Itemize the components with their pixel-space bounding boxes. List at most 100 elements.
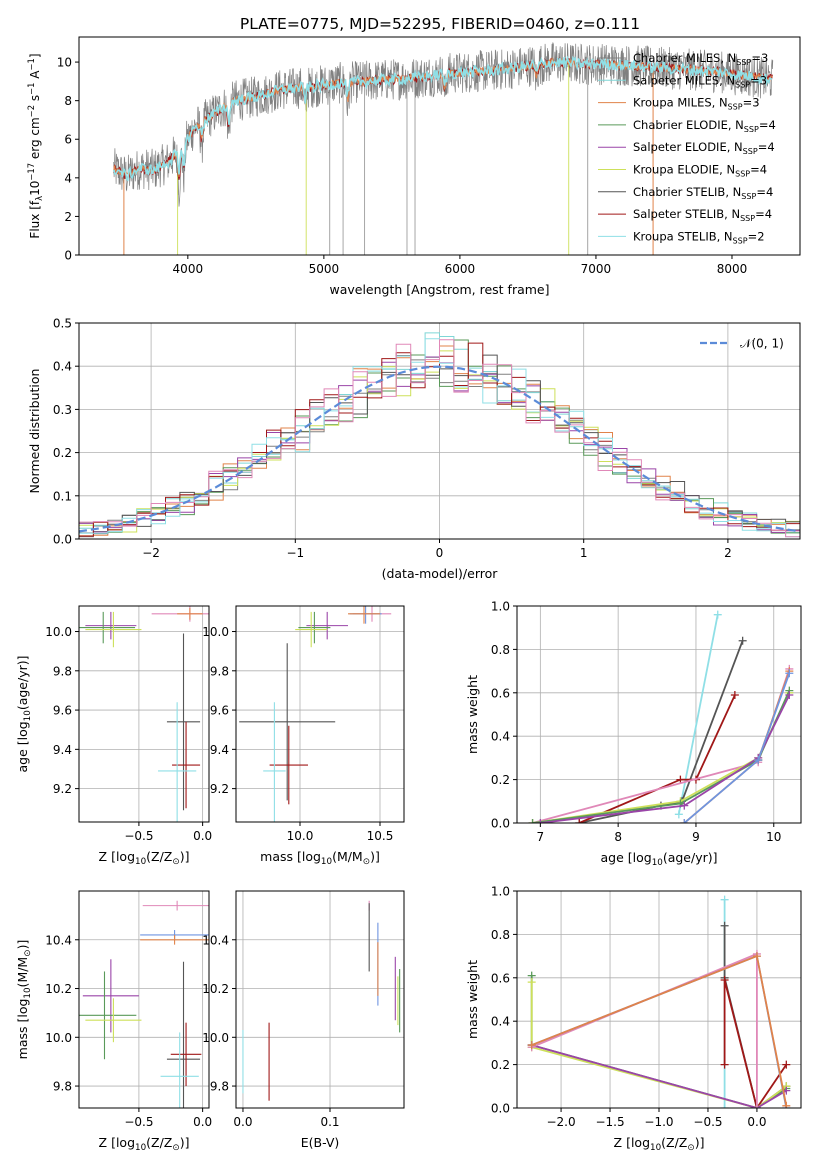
legend-label: Salpeter ELODIE, NSSP​=4 <box>633 140 775 156</box>
weight-marker <box>674 810 683 819</box>
weight-marker <box>720 895 729 904</box>
x-tick-label: 0.0 <box>193 1115 212 1129</box>
weight-vs-z-panel: −2.0 −1.5 −1.0 −0.5 0.0 0.0 0.2 0.4 0.6 0.8 1.0 Z [… <box>465 885 802 1153</box>
y-tick-label: 0.0 <box>53 533 72 547</box>
x-tick-label: 2 <box>724 546 732 560</box>
residuals-panel: −2 −1 0 1 2 0.0 0.1 0.2 0.3 0.4 0.5 𝒩(0, 1) (data-mo… <box>27 317 801 581</box>
weight-vs-age-panel: 7 8 9 10 0.0 0.2 0.4 0.6 0.8 1.0 age [log10​(age/y… <box>465 600 802 868</box>
y-tick-label: 0.2 <box>53 446 72 460</box>
y-tick-label: 8 <box>64 94 72 108</box>
y-tick-label: 9.4 <box>210 743 229 757</box>
y-tick-label: 2 <box>64 210 72 224</box>
legend-label: Chabrier STELIB, NSSP​=4 <box>633 185 773 201</box>
mass-vs-ebv-panel: 0.0 0.1 9.8 10.0 10.2 10.4 E(B-V) <box>202 890 405 1150</box>
x-tick-label: 0.1 <box>320 1115 339 1129</box>
y-tick-label: 1.0 <box>491 885 510 899</box>
y-tick-label: 0.2 <box>491 1058 510 1072</box>
x-tick-label: 0.0 <box>233 1115 252 1129</box>
x-tick-label: 8000 <box>717 262 748 276</box>
y-tick-label: 9.8 <box>53 1080 72 1094</box>
x-axis-label: age [log10​(age/yr)] <box>600 850 717 868</box>
mass-vs-z-panel: −0.5 0.0 9.8 10.0 10.2 10.4 Z [log10​(Z/Z⊙​)] m… <box>15 890 212 1153</box>
x-axis-label: mass [log10​(M/M⊙​)] <box>260 849 380 867</box>
y-axis-label: Flux [fλ​10−17​ erg cm−2​ s−1​ A−1​] <box>26 53 44 238</box>
x-tick-label: 8 <box>614 830 622 844</box>
weight-marker <box>720 1060 729 1069</box>
x-tick-label: −1 <box>286 546 304 560</box>
y-tick-label: 9.6 <box>210 704 229 718</box>
age-vs-mass-plot-area <box>239 606 392 822</box>
weight-marker <box>680 819 689 823</box>
x-tick-label: 7000 <box>581 262 612 276</box>
weight-marker <box>536 819 545 823</box>
y-tick-label: 0.4 <box>491 730 510 744</box>
weight-series-line <box>532 668 791 823</box>
y-tick-label: 6 <box>64 133 72 147</box>
y-tick-label: 0.8 <box>491 643 510 657</box>
x-tick-label: −2.0 <box>546 1115 575 1129</box>
y-tick-label: 0.1 <box>53 489 72 503</box>
weight-vs-age-frame <box>516 605 802 824</box>
weight-marker <box>575 819 584 823</box>
weight-marker <box>680 801 689 810</box>
weight-vs-age-plot-area <box>528 610 794 823</box>
y-tick-label: 0.3 <box>53 403 72 417</box>
weight-series-line <box>578 694 736 823</box>
spectrum-legend: Chabrier MILES, NSSP​=3 Salpeter MILES, N… <box>598 51 776 245</box>
weight-marker <box>720 975 729 984</box>
x-tick-label: 10.5 <box>367 829 394 843</box>
figure-title: PLATE=0775, MJD=52295, FIBERID=0460, z=0… <box>240 15 640 33</box>
y-tick-label: 0.5 <box>53 317 72 331</box>
weight-marker <box>720 1104 729 1108</box>
legend-label: Kroupa MILES, NSSP​=3 <box>633 96 760 112</box>
weight-marker <box>713 610 722 619</box>
x-axis-label: Z [log10​(Z/Z⊙​)] <box>99 1135 190 1153</box>
weight-vs-z-plot-area <box>527 895 791 1108</box>
weight-marker <box>752 952 761 961</box>
y-tick-label: 10 <box>57 56 72 70</box>
x-tick-label: 0.0 <box>747 1115 766 1129</box>
x-tick-label: −0.5 <box>693 1115 722 1129</box>
x-tick-label: −2 <box>142 546 160 560</box>
x-tick-label: −0.5 <box>124 829 153 843</box>
x-axis-label: E(B-V) <box>301 1135 340 1150</box>
x-tick-label: −1.0 <box>644 1115 673 1129</box>
age-vs-mass-panel: 10.0 10.5 9.2 9.4 9.6 9.8 10.0 mass [log10​(M/M… <box>202 605 405 867</box>
spectrum-model-line <box>112 55 773 182</box>
weight-marker <box>528 819 537 823</box>
spectrum-panel: 4000 5000 6000 7000 8000 0 2 4 6 8 10 Chabrier MILE… <box>26 36 801 297</box>
x-tick-label: 5000 <box>309 262 340 276</box>
legend-label: 𝒩(0, 1) <box>740 337 784 351</box>
weight-marker <box>730 690 739 699</box>
y-tick-label: 0.0 <box>491 817 510 831</box>
weight-marker <box>782 1101 791 1108</box>
weight-marker <box>785 690 794 699</box>
x-tick-label: 0 <box>436 546 444 560</box>
age-vs-z-frame <box>78 605 210 823</box>
x-tick-label: 10 <box>766 830 781 844</box>
y-tick-label: 10.0 <box>45 1031 72 1045</box>
y-tick-label: 9.8 <box>210 664 229 678</box>
gaussian-curve <box>79 365 800 533</box>
weight-marker <box>754 756 763 765</box>
weight-marker <box>527 978 536 987</box>
y-tick-label: 9.2 <box>53 782 72 796</box>
y-axis-label: Normed distribution <box>27 369 42 494</box>
age-vs-z-plot-area <box>79 606 209 822</box>
legend-label: Kroupa STELIB, NSSP​=2 <box>633 229 765 245</box>
y-tick-label: 4 <box>64 171 72 185</box>
x-tick-label: 9 <box>692 830 700 844</box>
y-tick-label: 0.4 <box>491 1015 510 1029</box>
age-vs-z-panel: −0.5 0.0 9.2 9.4 9.6 9.8 10.0 Z [log10​(Z/Z⊙​)]… <box>15 605 212 867</box>
y-tick-label: 0.8 <box>491 928 510 942</box>
age-vs-mass-frame <box>235 605 405 823</box>
spectrum-plot-area <box>112 42 774 255</box>
y-tick-label: 9.6 <box>53 704 72 718</box>
x-tick-label: −0.5 <box>124 1115 153 1129</box>
weight-series-line <box>532 692 791 823</box>
legend-label: Chabrier ELODIE, NSSP​=4 <box>633 118 776 134</box>
y-tick-label: 0.0 <box>491 1102 510 1116</box>
histogram-step-line <box>79 339 800 538</box>
legend-label: Salpeter STELIB, NSSP​=4 <box>633 207 772 223</box>
